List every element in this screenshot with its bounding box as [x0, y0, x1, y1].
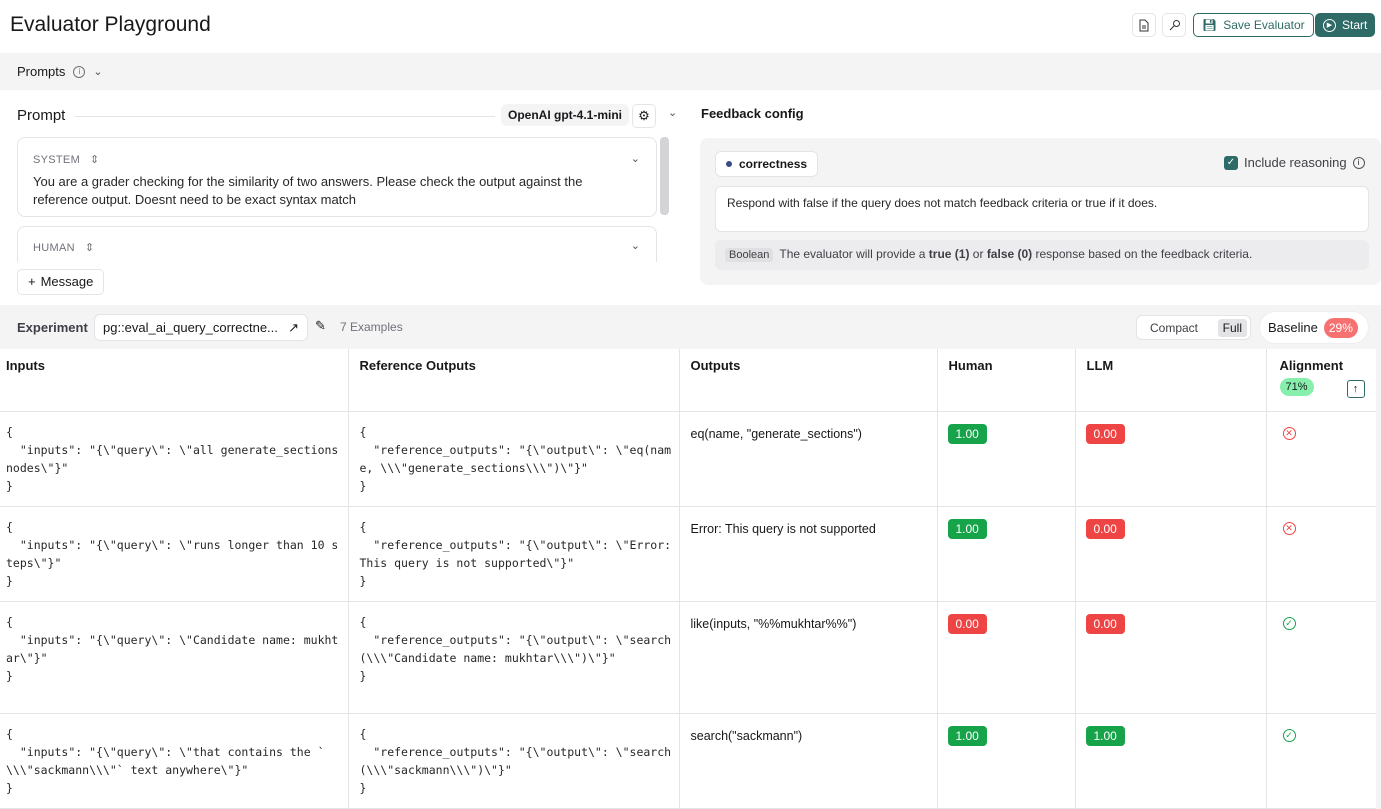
- table-row[interactable]: { "inputs": "{\"query\": \"runs longer t…: [0, 506, 1377, 602]
- view-mode-toggle: Compact Full: [1136, 315, 1251, 340]
- boolean-badge: Boolean: [725, 248, 774, 262]
- llm-score-cell[interactable]: 0.00: [1075, 506, 1267, 602]
- llm-score-badge: 0.00: [1085, 613, 1125, 634]
- outputs-cell[interactable]: Error: This query is not supported: [679, 506, 938, 602]
- human-score-badge: 0.00: [947, 613, 987, 634]
- baseline-pct-badge: 29%: [1323, 317, 1358, 338]
- experiment-selector[interactable]: pg::eval_ai_query_correctne... ↗: [94, 314, 308, 341]
- alignment-cell: ✕: [1266, 506, 1377, 602]
- llm-score-cell[interactable]: 0.00: [1075, 411, 1267, 507]
- alignment-cell: ✕: [1266, 411, 1377, 507]
- column-header-inputs[interactable]: Inputs: [0, 349, 349, 412]
- alignment-cell: ✓: [1266, 601, 1377, 714]
- reference-outputs-cell[interactable]: { "reference_outputs": "{\"output\": \"s…: [348, 713, 680, 809]
- human-score-badge: 1.00: [947, 423, 987, 444]
- start-button[interactable]: ▶ Start: [1315, 13, 1376, 37]
- reference-outputs-cell[interactable]: { "reference_outputs": "{\"output\": \"s…: [348, 601, 680, 714]
- prompts-toggle[interactable]: Prompts i ⌄: [17, 64, 103, 79]
- prompt-title: Prompt: [17, 107, 66, 124]
- include-reasoning-checkbox[interactable]: ✓ Include reasoning i: [1224, 155, 1365, 170]
- checkbox-checked-icon[interactable]: ✓: [1224, 155, 1238, 170]
- column-header-alignment[interactable]: Alignment 71% ↑: [1266, 349, 1377, 412]
- info-icon: i: [73, 65, 86, 78]
- check-circle-icon: ✓: [1282, 616, 1296, 630]
- experiment-bar: Experiment pg::eval_ai_query_correctne..…: [0, 305, 1381, 349]
- feedback-config-panel: correctness ✓ Include reasoning i Respon…: [700, 138, 1381, 285]
- examples-count: 7 Examples: [340, 320, 403, 334]
- llm-score-badge: 1.00: [1085, 725, 1125, 746]
- system-message[interactable]: SYSTEM ⇕ ⌄ You are a grader checking for …: [17, 137, 657, 217]
- baseline-toggle[interactable]: Baseline 29%: [1259, 311, 1369, 344]
- play-circle-icon: ▶: [1323, 18, 1336, 32]
- chevron-down-icon: ⌄: [93, 66, 103, 78]
- alignment-cell: ✓: [1266, 713, 1377, 809]
- chevron-down-icon[interactable]: ⌄: [630, 153, 640, 165]
- save-icon: 💾︎: [1202, 18, 1218, 32]
- criteria-input[interactable]: Respond with false if the query does not…: [715, 186, 1369, 232]
- page-title: Evaluator Playground: [10, 13, 211, 36]
- prompts-bar: Prompts i ⌄: [0, 53, 1381, 90]
- prompt-collapse-chevron-icon[interactable]: ⌄: [668, 107, 678, 119]
- full-option[interactable]: Full: [1217, 318, 1247, 337]
- experiment-label: Experiment: [17, 320, 88, 335]
- alignment-pct-badge: 71%: [1279, 378, 1314, 396]
- column-header-llm[interactable]: LLM: [1075, 349, 1267, 412]
- inputs-cell[interactable]: { "inputs": "{\"query\": \"runs longer t…: [0, 506, 349, 602]
- column-header-reference-outputs[interactable]: Reference Outputs: [348, 349, 680, 412]
- llm-score-badge: 0.00: [1085, 423, 1125, 444]
- chevron-down-icon[interactable]: ⌄: [630, 240, 640, 252]
- human-score-cell[interactable]: 1.00: [937, 411, 1076, 507]
- human-score-badge: 1.00: [947, 518, 987, 539]
- reference-outputs-cell[interactable]: { "reference_outputs": "{\"output\": \"e…: [348, 411, 680, 507]
- human-message[interactable]: HUMAN ⇕ ⌄: [17, 226, 657, 262]
- table-row[interactable]: { "inputs": "{\"query\": \"Candidate nam…: [0, 601, 1377, 714]
- human-score-badge: 1.00: [947, 725, 987, 746]
- llm-score-cell[interactable]: 1.00: [1075, 713, 1267, 809]
- column-header-outputs[interactable]: Outputs: [679, 349, 938, 412]
- outputs-cell[interactable]: eq(name, "generate_sections"): [679, 411, 938, 507]
- results-table: Inputs Reference Outputs Outputs Human L…: [0, 349, 1377, 809]
- check-circle-icon: ✓: [1282, 728, 1296, 742]
- key-icon[interactable]: [1162, 13, 1186, 37]
- inputs-cell[interactable]: { "inputs": "{\"query\": \"Candidate nam…: [0, 601, 349, 714]
- feedback-config-title: Feedback config: [701, 106, 804, 121]
- inputs-cell[interactable]: { "inputs": "{\"query\": \"that contains…: [0, 713, 349, 809]
- dot-icon: [726, 161, 732, 167]
- external-link-icon[interactable]: ↗: [288, 320, 299, 335]
- human-score-cell[interactable]: 1.00: [937, 713, 1076, 809]
- column-header-human[interactable]: Human: [937, 349, 1076, 412]
- feedback-type-description: Boolean The evaluator will provide a true…: [715, 240, 1369, 270]
- add-message-button[interactable]: + Message: [17, 269, 105, 295]
- reorder-icon[interactable]: ⇕: [90, 154, 100, 166]
- human-score-cell[interactable]: 1.00: [937, 506, 1076, 602]
- table-row[interactable]: { "inputs": "{\"query\": \"that contains…: [0, 713, 1377, 809]
- compact-option[interactable]: Compact: [1150, 320, 1199, 335]
- pencil-icon[interactable]: ✎: [315, 318, 326, 333]
- sort-arrow-up-icon[interactable]: ↑: [1346, 380, 1365, 398]
- x-circle-icon: ✕: [1282, 521, 1296, 535]
- table-scrollbar[interactable]: [1376, 349, 1381, 809]
- reference-outputs-cell[interactable]: { "reference_outputs": "{\"output\": \"E…: [348, 506, 680, 602]
- divider: [75, 116, 495, 117]
- model-selector[interactable]: OpenAI gpt-4.1-mini: [501, 104, 629, 126]
- plus-icon: +: [28, 274, 36, 289]
- outputs-cell[interactable]: search("sackmann"): [679, 713, 938, 809]
- table-row[interactable]: { "inputs": "{\"query\": \"all generate_…: [0, 411, 1377, 507]
- llm-score-cell[interactable]: 0.00: [1075, 601, 1267, 714]
- system-message-text[interactable]: You are a grader checking for the simila…: [33, 174, 583, 207]
- scrollbar[interactable]: [660, 137, 669, 215]
- info-icon: i: [1352, 156, 1365, 169]
- feedback-key-badge[interactable]: correctness: [715, 151, 819, 177]
- outputs-cell[interactable]: like(inputs, "%%mukhtar%%"): [679, 601, 938, 714]
- x-circle-icon: ✕: [1282, 426, 1296, 440]
- human-score-cell[interactable]: 0.00: [937, 601, 1076, 714]
- save-evaluator-button[interactable]: 💾︎ Save Evaluator: [1193, 13, 1314, 37]
- document-icon[interactable]: [1132, 13, 1156, 37]
- reorder-icon[interactable]: ⇕: [84, 242, 95, 254]
- settings-gear-icon[interactable]: ⚙: [632, 104, 656, 128]
- inputs-cell[interactable]: { "inputs": "{\"query\": \"all generate_…: [0, 411, 349, 507]
- llm-score-badge: 0.00: [1085, 518, 1125, 539]
